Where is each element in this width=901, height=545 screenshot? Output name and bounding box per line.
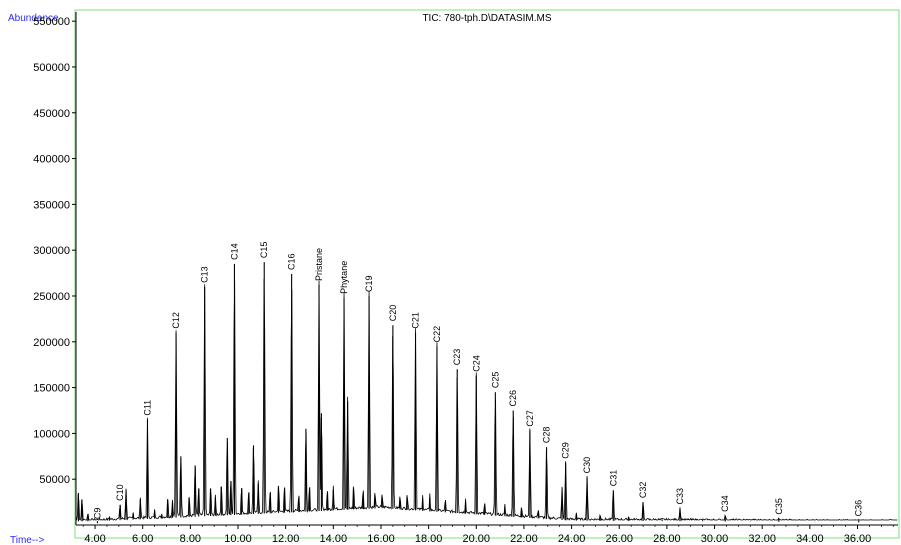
- x-tick-label: 20.00: [463, 533, 491, 545]
- x-axis-ticks: 4.00 6.00 8.00 10.00 12.00 14.00 16.00 18.00 20.…: [82, 525, 894, 545]
- x-tick-label: 34.00: [796, 533, 824, 545]
- axes: [75, 12, 898, 526]
- peak-label: C36: [854, 500, 864, 517]
- peak-label: C14: [229, 243, 239, 260]
- peak-label: C22: [432, 326, 442, 343]
- y-tick-label: 500000: [33, 62, 70, 74]
- y-tick-label: 450000: [33, 108, 70, 120]
- peak-label: C13: [200, 266, 210, 283]
- x-tick-label: 16.00: [367, 533, 395, 545]
- x-tick-label: 12.00: [272, 533, 300, 545]
- peak-label: C30: [582, 457, 592, 474]
- y-tick-label: 400000: [33, 154, 70, 166]
- peak-label: C19: [364, 275, 374, 292]
- peak-label: C29: [561, 442, 571, 459]
- chart-title: TIC: 780-tph.D\DATASIM.MS: [422, 13, 551, 24]
- peak-label: C11: [142, 400, 152, 416]
- peak-label: C27: [525, 410, 535, 427]
- peak-label: C16: [287, 253, 297, 270]
- peak-label: Pristane: [314, 248, 324, 281]
- y-tick-label: 50000: [39, 474, 70, 486]
- x-tick-label: 14.00: [320, 533, 348, 545]
- peak-label: C10: [115, 484, 125, 501]
- x-tick-label: 30.00: [701, 533, 729, 545]
- peak-label: C31: [608, 470, 618, 487]
- peak-label: C32: [638, 482, 648, 499]
- tic-line: [75, 278, 898, 522]
- x-tick-label: 6.00: [132, 533, 153, 545]
- peak-label: C33: [675, 488, 685, 505]
- x-tick-label: 36.00: [844, 533, 872, 545]
- plot-frame: [74, 9, 900, 539]
- x-axis-label: Time-->: [10, 535, 45, 545]
- peak-label: C23: [452, 349, 462, 366]
- x-tick-label: 8.00: [180, 533, 201, 545]
- y-tick-label: 150000: [33, 383, 70, 395]
- y-axis-ticks: 50000 100000 150000 200000 250000 300000 35000…: [33, 16, 76, 486]
- peak-label: C20: [388, 305, 398, 322]
- y-tick-label: 300000: [33, 245, 70, 257]
- peak-label: C35: [774, 498, 784, 515]
- x-tick-label: 28.00: [653, 533, 681, 545]
- peak-label: C15: [259, 242, 269, 259]
- peak-labels: C9 C10 C11 C12 C13 C14 C15 C16 Pristane Phytane C1…: [92, 242, 863, 520]
- peak-label: C34: [720, 495, 730, 512]
- peak-label: C24: [471, 355, 481, 372]
- y-tick-label: 100000: [33, 428, 70, 440]
- x-tick-label: 4.00: [84, 533, 105, 545]
- peak-label: C28: [542, 427, 552, 444]
- y-tick-label: 350000: [33, 199, 70, 211]
- peak-label: Phytane: [339, 261, 349, 294]
- x-tick-label: 22.00: [510, 533, 538, 545]
- x-tick-label: 18.00: [415, 533, 443, 545]
- y-tick-label: 200000: [33, 337, 70, 349]
- y-tick-label: 550000: [33, 16, 70, 28]
- x-tick-label: 32.00: [748, 533, 776, 545]
- peak-label: C26: [508, 390, 518, 407]
- x-tick-label: 10.00: [224, 533, 252, 545]
- y-tick-label: 250000: [33, 291, 70, 303]
- peak-label: C9: [92, 508, 102, 520]
- x-tick-label: 24.00: [558, 533, 586, 545]
- peak-label: C25: [490, 372, 500, 389]
- peak-label: C12: [171, 312, 181, 329]
- tic-trace: [75, 262, 898, 524]
- y-axis-label: Abundance: [8, 13, 59, 24]
- peak-label: C21: [411, 312, 421, 329]
- x-tick-label: 26.00: [605, 533, 633, 545]
